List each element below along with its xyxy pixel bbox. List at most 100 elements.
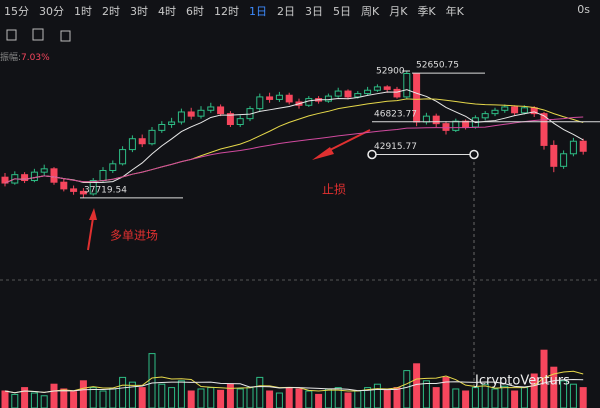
interval-tab[interactable]: 4时	[158, 5, 176, 18]
volume-bar	[11, 393, 19, 408]
interval-tab[interactable]: 15分	[4, 5, 29, 18]
candle-body	[569, 140, 577, 155]
interval-tab[interactable]: 12时	[214, 5, 239, 18]
price-level-label: 37719.54	[84, 185, 127, 195]
candle-body	[226, 113, 234, 126]
candle-body	[364, 89, 372, 95]
candle-body	[207, 106, 215, 111]
candle-body	[148, 129, 156, 145]
candle-body	[197, 109, 205, 117]
candle-body	[266, 96, 274, 100]
interval-tab[interactable]: 3日	[305, 5, 323, 18]
volume-bar	[305, 390, 313, 408]
interval-tabs: 15分 30分 1时 2时 3时 4时 6时 12时 1日 2日 3日 5日 周K 月K 季K 年K	[4, 3, 464, 19]
candle-body	[79, 190, 87, 195]
candle-body	[520, 107, 528, 114]
refresh-label[interactable]: 0s	[577, 3, 590, 16]
interval-tab[interactable]: 月K	[389, 5, 408, 18]
arrow-head	[312, 147, 334, 160]
volume-bar	[393, 387, 401, 408]
volume-bar	[481, 383, 489, 408]
interval-tab[interactable]: 2日	[277, 5, 295, 18]
price-level-label: 46823.77	[374, 109, 417, 119]
volume-bar	[354, 390, 362, 408]
price-level-label: 42915.77	[374, 142, 417, 152]
candle-body	[168, 121, 176, 126]
interval-tab[interactable]: 5日	[333, 5, 351, 18]
moving-average	[4, 89, 584, 184]
volume-bar	[197, 388, 205, 408]
arrow	[87, 217, 94, 251]
volume-bar	[266, 390, 274, 408]
annotation: 多单进场	[110, 229, 158, 243]
edit-icon[interactable]	[32, 28, 44, 41]
interval-tab[interactable]: 周K	[361, 5, 380, 18]
interval-tab[interactable]: 季K	[417, 5, 436, 18]
level-handle	[469, 149, 479, 160]
volume-bar	[413, 363, 421, 408]
delete-icon[interactable]	[60, 30, 71, 42]
tool-icons	[6, 28, 71, 42]
volume-bar	[471, 387, 479, 408]
candle-body	[285, 94, 293, 103]
volume-bar	[285, 387, 293, 408]
candle-body	[324, 95, 332, 102]
interval-tab[interactable]: 6时	[186, 5, 204, 18]
volume-bar	[364, 387, 372, 408]
volume-bar	[226, 383, 234, 408]
volume-bar	[207, 387, 215, 408]
candle-body	[217, 106, 225, 115]
candle-body	[236, 118, 244, 126]
candle-body	[550, 144, 558, 167]
volume-bar	[177, 380, 185, 408]
volume-bar	[491, 388, 499, 408]
interval-tab[interactable]: 30分	[39, 5, 64, 18]
volume-bar	[501, 385, 509, 408]
candle-body	[50, 168, 58, 183]
candle-body	[579, 140, 587, 152]
candle-body	[128, 138, 136, 151]
candle-body	[354, 93, 362, 98]
volume-bar	[138, 387, 146, 408]
volume-bar	[403, 370, 411, 408]
volume-bar	[295, 388, 303, 408]
candle-body	[99, 169, 107, 182]
interval-tab[interactable]: 1时	[74, 5, 92, 18]
interval-tab[interactable]: 2时	[102, 5, 120, 18]
copy-icon[interactable]	[6, 29, 17, 41]
candle-body	[119, 149, 127, 165]
amplitude: 振幅:7.03%	[0, 50, 50, 63]
interval-tab[interactable]: 年K	[445, 5, 464, 18]
moving-average	[4, 116, 584, 184]
volume-bar	[246, 387, 254, 408]
volume-bar	[217, 389, 225, 408]
volume-bar	[550, 366, 558, 408]
candle-body	[511, 106, 519, 114]
amplitude-label: 振幅:	[0, 53, 22, 63]
volume-bar	[1, 390, 9, 408]
volume-bar	[21, 387, 29, 408]
candle-body	[373, 86, 381, 91]
interval-tab[interactable]: 3时	[130, 5, 148, 18]
candle-body	[256, 96, 264, 110]
volume-bar	[452, 388, 460, 408]
interval-tab[interactable]: 1日	[249, 5, 267, 18]
volume-bar	[383, 388, 391, 408]
candle-body	[560, 153, 568, 167]
candle-body	[442, 123, 450, 131]
candle-body	[158, 124, 166, 131]
candle-body	[70, 188, 78, 192]
candle-body	[403, 73, 411, 98]
volume-bar	[109, 388, 117, 408]
candle-body	[40, 168, 48, 173]
candle-body	[30, 171, 38, 182]
level-handle	[367, 149, 377, 160]
candle-body	[462, 120, 470, 128]
volume-bar	[30, 392, 38, 408]
volume-bar	[236, 388, 244, 408]
volume-bar	[511, 390, 519, 408]
amplitude-value: 7.03%	[21, 53, 50, 63]
candle-body	[60, 181, 68, 190]
